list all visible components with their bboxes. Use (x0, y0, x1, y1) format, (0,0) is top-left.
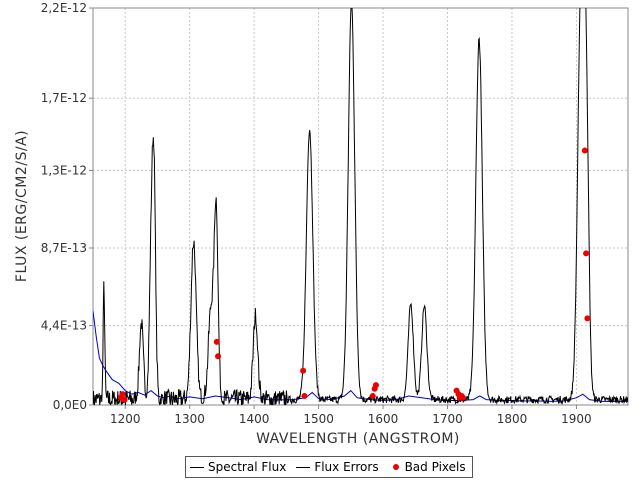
legend-swatch-line (190, 466, 204, 468)
series-spectral-flux (93, 8, 628, 405)
y-tick-label: 1,7E-12 (41, 91, 87, 105)
grid-lines (93, 7, 628, 406)
x-tick-label: 1800 (497, 412, 528, 426)
x-tick-label: 1400 (239, 412, 270, 426)
y-axis: 0,0E0 4,4E-13 8,7E-13 1,3E-12 1,7E-12 2,2E-12 (41, 1, 93, 412)
series-flux-errors (93, 311, 628, 402)
x-tick-label: 1200 (110, 412, 141, 426)
x-tick-label: 1900 (561, 412, 592, 426)
series-layer (93, 8, 628, 405)
bad-pixel-point (215, 353, 222, 360)
bad-pixel-point (583, 250, 590, 257)
x-axis-title: WAVELENGTH (ANGSTROM) (256, 431, 460, 447)
x-tick-label: 1500 (303, 412, 334, 426)
y-axis-title: FLUX (ERG/CM2/S/A) (14, 130, 30, 282)
chart-legend: Spectral Flux Flux Errors Bad Pixels (185, 456, 473, 478)
y-tick-label: 0,0E0 (53, 398, 87, 412)
y-tick-label: 2,2E-12 (41, 1, 87, 15)
x-tick-label: 1300 (174, 412, 205, 426)
bad-pixel-point (372, 382, 379, 389)
legend-swatch-dot (392, 464, 399, 470)
bad-pixel-point (301, 392, 308, 399)
bad-pixel-point (300, 367, 307, 374)
legend-swatch-line (296, 466, 311, 468)
bad-pixel-point (459, 394, 466, 401)
legend-item-spectral-flux: Spectral Flux (190, 460, 286, 474)
bad-pixel-point (581, 147, 588, 154)
y-tick-label: 4,4E-13 (41, 319, 87, 333)
bad-pixel-point (121, 396, 128, 403)
bad-pixel-point (369, 392, 376, 399)
legend-label: Spectral Flux (208, 460, 287, 474)
y-tick-label: 8,7E-13 (41, 241, 87, 255)
bad-pixel-point (119, 391, 126, 398)
plot-background (93, 8, 628, 405)
legend-label: Bad Pixels (404, 460, 466, 474)
y-tick-label: 1,3E-12 (41, 163, 87, 177)
legend-label: Flux Errors (314, 460, 379, 474)
x-axis: 1200 1300 1400 1500 1600 1700 1800 1900 (110, 405, 592, 426)
plot-area (92, 7, 629, 406)
x-tick-label: 1700 (432, 412, 463, 426)
bad-pixel-point (584, 315, 591, 322)
bad-pixel-point (213, 338, 220, 345)
legend-item-bad-pixels: Bad Pixels (389, 460, 466, 474)
x-tick-label: 1600 (368, 412, 399, 426)
legend-item-flux-errors: Flux Errors (296, 460, 379, 474)
